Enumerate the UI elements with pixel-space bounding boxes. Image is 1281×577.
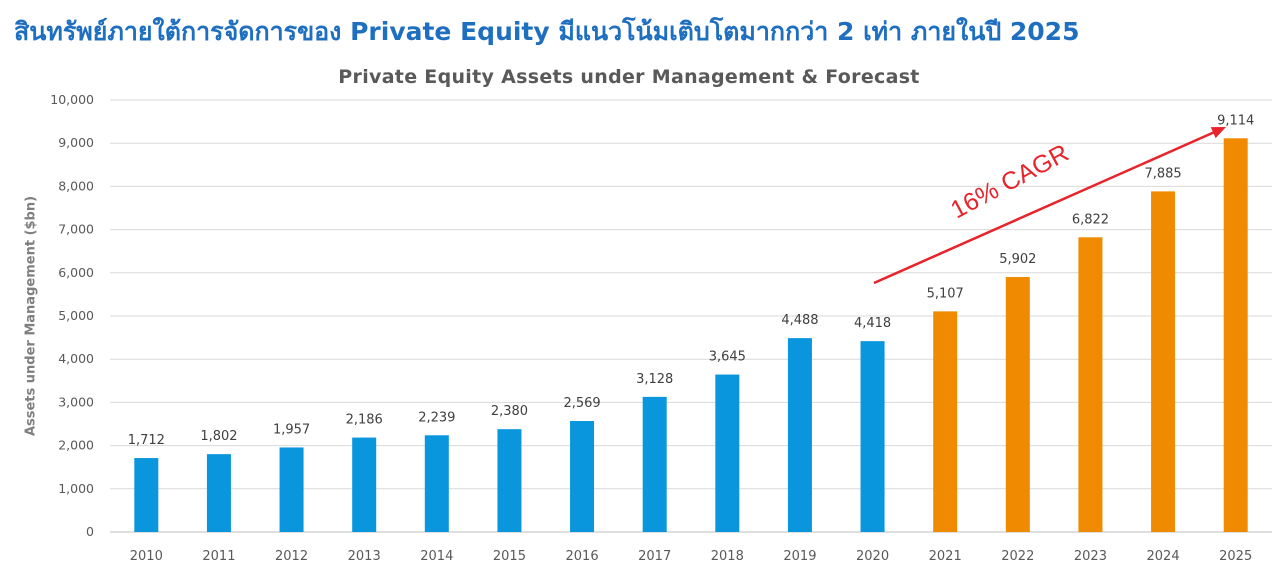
value-label: 1,957 bbox=[273, 422, 310, 437]
actual-bar bbox=[134, 458, 159, 532]
y-tick-label: 0 bbox=[86, 524, 94, 539]
x-tick-label: 2015 bbox=[493, 549, 526, 564]
actual-bar bbox=[206, 454, 231, 532]
value-label: 2,569 bbox=[563, 396, 600, 411]
forecast-bar bbox=[1078, 237, 1103, 532]
x-tick-label: 2025 bbox=[1219, 549, 1252, 564]
actual-bar bbox=[352, 437, 377, 532]
y-tick-label: 9,000 bbox=[58, 135, 94, 150]
value-label: 3,645 bbox=[709, 350, 746, 365]
y-tick-label: 1,000 bbox=[58, 481, 94, 496]
forecast-bar bbox=[933, 311, 958, 532]
y-tick-label: 3,000 bbox=[58, 394, 94, 409]
y-axis-ticks: 0 1,000 2,000 3,000 4,000 5,000 6,000 7,000 8,00… bbox=[50, 92, 94, 539]
actual-bar bbox=[570, 421, 595, 532]
forecast-bar bbox=[1223, 138, 1248, 532]
value-label: 3,128 bbox=[636, 372, 673, 387]
actual-bar bbox=[497, 429, 522, 532]
gridlines bbox=[110, 99, 1272, 533]
forecast-bar bbox=[1005, 277, 1030, 532]
x-axis-ticks: 2010 2011 2012 2013 2014 2015 2016 2017 2018 2019… bbox=[130, 549, 1252, 564]
x-tick-label: 2016 bbox=[566, 549, 599, 564]
actual-bar bbox=[279, 447, 304, 532]
value-label: 7,885 bbox=[1144, 166, 1181, 181]
value-label: 2,380 bbox=[491, 404, 528, 419]
x-tick-label: 2013 bbox=[348, 549, 381, 564]
actual-bar bbox=[715, 374, 740, 532]
y-tick-label: 7,000 bbox=[58, 222, 94, 237]
cagr-arrow-head bbox=[1210, 127, 1226, 139]
x-tick-label: 2012 bbox=[275, 549, 308, 564]
actual-bar bbox=[424, 435, 449, 532]
page-headline: สินทรัพย์ภายใต้การจัดการของ Private Equi… bbox=[14, 17, 1080, 46]
actual-bar bbox=[787, 338, 812, 532]
value-label: 2,239 bbox=[418, 410, 455, 425]
y-tick-label: 5,000 bbox=[58, 308, 94, 323]
value-labels-group: 1,712 1,802 1,957 2,186 2,239 2,380 2,569 3,128… bbox=[128, 113, 1255, 448]
value-label: 6,822 bbox=[1072, 212, 1109, 227]
x-tick-label: 2024 bbox=[1147, 549, 1180, 564]
value-label: 5,107 bbox=[927, 286, 964, 301]
y-tick-label: 2,000 bbox=[58, 438, 94, 453]
y-tick-label: 4,000 bbox=[58, 351, 94, 366]
x-tick-label: 2020 bbox=[856, 549, 889, 564]
x-tick-label: 2011 bbox=[202, 549, 235, 564]
y-tick-label: 8,000 bbox=[58, 178, 94, 193]
x-tick-label: 2023 bbox=[1074, 549, 1107, 564]
value-label: 9,114 bbox=[1217, 113, 1254, 128]
value-label: 4,418 bbox=[854, 316, 891, 331]
y-tick-label: 10,000 bbox=[50, 92, 94, 107]
bars-group bbox=[134, 138, 1248, 533]
cagr-arrow bbox=[873, 127, 1226, 285]
x-tick-label: 2019 bbox=[783, 549, 816, 564]
value-label: 1,802 bbox=[200, 429, 237, 444]
x-tick-label: 2014 bbox=[420, 549, 453, 564]
x-tick-label: 2021 bbox=[929, 549, 962, 564]
cagr-arrow-line bbox=[873, 129, 1219, 285]
x-tick-label: 2010 bbox=[130, 549, 163, 564]
chart-title: Private Equity Assets under Management &… bbox=[338, 66, 920, 88]
value-label: 2,186 bbox=[346, 413, 383, 428]
value-label: 4,488 bbox=[781, 313, 818, 328]
x-tick-label: 2018 bbox=[711, 549, 744, 564]
forecast-bar bbox=[1151, 191, 1176, 533]
actual-bar bbox=[642, 396, 667, 532]
y-axis-label: Assets under Management ($bn) bbox=[23, 195, 39, 437]
x-tick-label: 2017 bbox=[638, 549, 671, 564]
value-label: 1,712 bbox=[128, 433, 165, 448]
y-tick-label: 6,000 bbox=[58, 265, 94, 280]
x-tick-label: 2022 bbox=[1001, 549, 1034, 564]
actual-bar bbox=[860, 341, 885, 532]
value-label: 5,902 bbox=[999, 252, 1036, 267]
